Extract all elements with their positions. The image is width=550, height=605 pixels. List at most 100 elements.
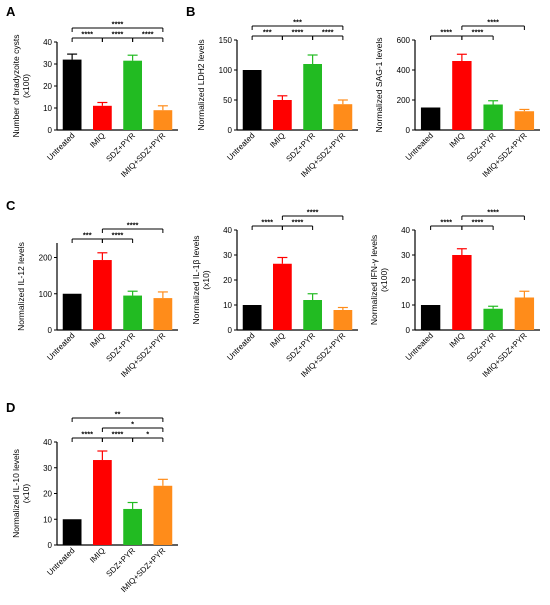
bar-imiq-sdz-pyr — [514, 297, 535, 330]
bar-imiq-sdz-pyr — [153, 110, 173, 130]
significance-label: *** — [263, 28, 272, 37]
y-tick-label: 0 — [228, 126, 233, 135]
x-tick-label: Untreated — [45, 546, 76, 577]
x-tick-label: Untreated — [45, 131, 76, 162]
x-tick-label: Untreated — [404, 131, 435, 162]
significance-label: * — [146, 430, 149, 439]
y-tick-label: 30 — [223, 251, 232, 260]
bar-untreated — [62, 59, 82, 130]
y-tick-label: 40 — [43, 438, 52, 447]
bar-untreated — [420, 107, 441, 130]
y-tick-label: 30 — [43, 60, 52, 69]
x-tick-label: IMIQ — [448, 331, 467, 350]
y-tick-label: 200 — [397, 96, 411, 105]
chart-1: 0 10 20 30 40 Number of bradyzoite cysts (x100… — [11, 20, 178, 179]
significance-label: **** — [112, 20, 124, 29]
y-tick-label: 10 — [401, 301, 410, 310]
y-tick-label: 40 — [43, 38, 52, 47]
y-tick-label: 200 — [39, 254, 53, 263]
y-axis-title: Normalized SAG-1 levels — [374, 38, 384, 133]
bar-sdz-pyr — [303, 64, 323, 130]
bar-imiq — [272, 263, 292, 330]
y-tick-label: 150 — [219, 36, 233, 45]
x-tick-label: IMIQ — [268, 131, 287, 150]
bar-imiq — [92, 105, 112, 130]
y-tick-label: 400 — [397, 66, 411, 75]
bar-imiq-sdz-pyr — [333, 104, 353, 130]
bar-untreated — [242, 70, 262, 130]
panel-letter-c: C — [6, 198, 16, 213]
panel-letter-d: D — [6, 400, 15, 415]
significance-label: **** — [307, 208, 319, 217]
y-axis-title: Normalized IL-10 levels — [11, 449, 21, 538]
chart-6: 0 10 20 30 40 Normalized IFN-γ levels (x100) Un… — [369, 208, 540, 379]
y-axis-title: (x100) — [379, 268, 389, 292]
y-tick-label: 10 — [43, 104, 52, 113]
chart-5: 0 10 20 30 40 Normalized IL-1β levels (x10) Unt… — [191, 208, 358, 379]
x-tick-label: IMIQ — [88, 331, 107, 350]
y-axis-title: Normalized IFN-γ levels — [369, 235, 379, 325]
y-tick-label: 20 — [223, 276, 232, 285]
significance-label: **** — [440, 218, 452, 227]
y-axis-title: Normalized IL-1β levels — [191, 236, 201, 325]
x-tick-label: IMIQ — [268, 331, 287, 350]
bar-sdz-pyr — [483, 308, 503, 330]
bar-sdz-pyr — [123, 295, 143, 330]
bar-untreated — [62, 519, 82, 545]
x-tick-label: IMIQ — [448, 131, 467, 150]
significance-label: **** — [487, 208, 499, 217]
bar-sdz-pyr — [123, 508, 143, 545]
y-tick-label: 0 — [48, 326, 53, 335]
significance-label: **** — [292, 218, 304, 227]
y-tick-label: 10 — [223, 301, 232, 310]
bar-sdz-pyr — [303, 300, 323, 330]
bar-untreated — [62, 293, 82, 330]
bar-sdz-pyr — [123, 60, 143, 131]
significance-label: **** — [472, 28, 484, 37]
bar-untreated — [242, 305, 262, 330]
bar-imiq — [92, 460, 112, 545]
bar-imiq — [452, 61, 472, 130]
y-tick-label: 20 — [43, 490, 52, 499]
y-tick-label: 0 — [406, 326, 411, 335]
chart-2: 0 50 100 150 Normalized LDH2 levels Untreated… — [196, 18, 358, 179]
x-tick-label: IMIQ — [88, 131, 107, 150]
bar-imiq — [452, 255, 472, 330]
bar-untreated — [420, 305, 441, 330]
y-axis-title: (x100) — [21, 74, 31, 98]
chart-3: 0 200 400 600 Normalized SAG-1 levels Untreat… — [374, 18, 540, 179]
bar-sdz-pyr — [483, 104, 503, 130]
significance-label: **** — [81, 30, 93, 39]
y-tick-label: 0 — [48, 541, 53, 550]
significance-label: **** — [261, 218, 273, 227]
y-tick-label: 100 — [39, 290, 53, 299]
panel-letter-a: A — [6, 4, 16, 19]
y-tick-label: 10 — [43, 515, 52, 524]
significance-label: **** — [487, 18, 499, 27]
y-tick-label: 40 — [401, 226, 410, 235]
significance-label: **** — [112, 231, 124, 240]
y-axis-title: (x10) — [21, 484, 31, 504]
y-tick-label: 30 — [401, 251, 410, 260]
significance-label: ** — [115, 410, 121, 419]
y-axis-title: Number of bradyzoite cysts — [11, 35, 21, 138]
x-tick-label: Untreated — [225, 331, 256, 362]
significance-label: *** — [293, 18, 302, 27]
y-axis-title: Normalized LDH2 levels — [196, 39, 206, 130]
panel-letter-b: B — [186, 4, 195, 19]
x-tick-label: SDZ+PYR — [465, 331, 498, 364]
y-tick-label: 600 — [397, 36, 411, 45]
x-tick-label: Untreated — [45, 331, 76, 362]
x-tick-label: Untreated — [225, 131, 256, 162]
bar-imiq-sdz-pyr — [514, 111, 535, 130]
y-tick-label: 0 — [406, 126, 411, 135]
bar-imiq — [92, 260, 112, 330]
significance-label: *** — [83, 231, 92, 240]
bar-imiq-sdz-pyr — [153, 298, 173, 330]
y-tick-label: 30 — [43, 464, 52, 473]
significance-label: **** — [81, 430, 93, 439]
significance-label: **** — [127, 221, 139, 230]
y-axis-title: (x10) — [201, 270, 211, 290]
bar-imiq-sdz-pyr — [153, 485, 173, 545]
